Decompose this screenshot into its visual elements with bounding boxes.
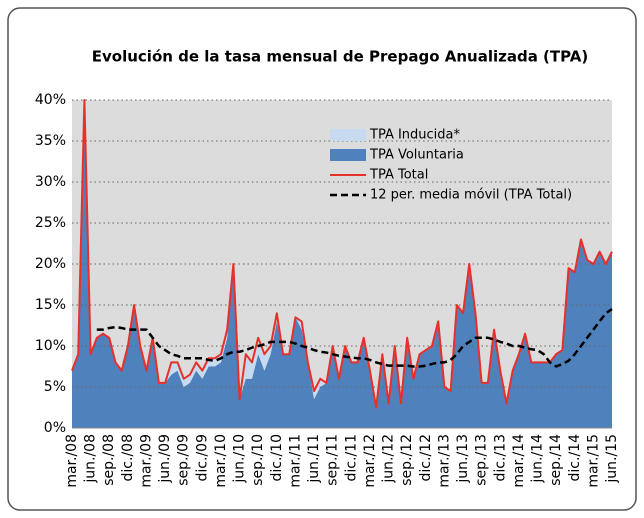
y-tick-label: 30% — [35, 174, 66, 190]
legend-swatch — [330, 129, 366, 141]
x-tick-label: dic./14 — [567, 434, 583, 482]
legend-label: TPA Voluntaria — [369, 148, 464, 163]
x-tick-label: sep./14 — [548, 434, 564, 486]
x-tick-label: sep./10 — [250, 434, 266, 486]
x-tick-label: sep./12 — [399, 434, 415, 486]
x-tick-label: mar./12 — [362, 434, 378, 488]
x-tick-label: mar./10 — [213, 434, 229, 488]
x-tick-label: jun./10 — [232, 434, 248, 484]
y-tick-label: 0% — [44, 420, 66, 436]
x-tick-label: jun./11 — [306, 434, 322, 484]
x-tick-label: dic./11 — [343, 434, 359, 481]
legend-label: TPA Total — [369, 168, 428, 183]
x-tick-label: sep./13 — [474, 434, 490, 486]
x-tick-label: sep./11 — [325, 434, 341, 486]
x-tick-label: mar./13 — [436, 434, 452, 488]
y-tick-label: 15% — [35, 297, 66, 313]
x-tick-label: mar./11 — [287, 434, 303, 488]
y-tick-label: 40% — [35, 92, 66, 108]
x-tick-label: mar./09 — [138, 434, 154, 488]
chart-title: Evolución de la tasa mensual de Prepago … — [92, 48, 588, 66]
line — [71, 99, 613, 409]
legend-label: TPA Inducida* — [369, 128, 461, 143]
x-tick-label: jun./09 — [157, 434, 173, 484]
y-tick-label: 25% — [35, 215, 66, 231]
x-tick-label: dic./13 — [492, 434, 508, 481]
x-tick-label: jun./08 — [83, 434, 99, 484]
x-tick-label: dic./12 — [418, 434, 434, 481]
x-tick-label: jun./15 — [604, 434, 620, 484]
x-tick-label: sep./09 — [176, 434, 192, 486]
x-tick-label: dic./09 — [194, 434, 210, 481]
x-tick-label: jun./13 — [455, 434, 471, 484]
x-tick-label: jun./14 — [530, 434, 546, 484]
x-tick-label: mar./15 — [585, 434, 601, 488]
x-tick-label: sep./08 — [101, 434, 117, 486]
x-tick-label: mar./08 — [64, 434, 80, 488]
legend: TPA Voluntaria TPA Inducida* TPA Total 12 p… — [330, 128, 572, 203]
x-tick-label: dic./10 — [269, 434, 285, 481]
x-tick-label: jun./12 — [381, 434, 397, 484]
legend-swatch — [330, 149, 366, 161]
y-tick-label: 20% — [35, 256, 66, 272]
x-tick-label: mar./14 — [511, 434, 527, 488]
y-tick-label: 5% — [44, 379, 66, 395]
moving-average-line — [96, 308, 613, 368]
x-tick-label: dic./08 — [120, 434, 136, 481]
y-tick-label: 35% — [35, 133, 66, 149]
y-tick-label: 10% — [35, 338, 66, 354]
legend-label: 12 per. media móvil (TPA Total) — [370, 188, 572, 203]
